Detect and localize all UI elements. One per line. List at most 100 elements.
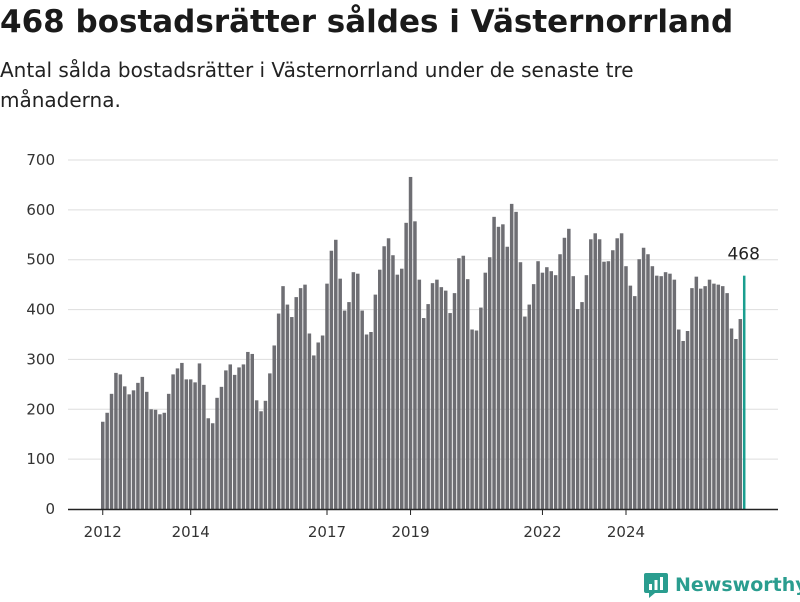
bar	[373, 294, 378, 509]
bar	[334, 239, 338, 509]
bar	[408, 176, 413, 510]
y-tick-label: 200	[26, 400, 55, 418]
bar	[268, 373, 272, 509]
bar	[663, 272, 668, 509]
bar	[650, 266, 655, 509]
bar	[369, 332, 373, 509]
bar	[122, 386, 127, 509]
bar	[114, 372, 118, 509]
bar	[281, 286, 285, 509]
bar	[553, 275, 558, 509]
bar	[545, 267, 549, 509]
bar	[421, 318, 426, 509]
x-axis: 2012 2014 2017 2019 2022 2024	[68, 508, 778, 541]
bar	[483, 272, 488, 509]
bar	[734, 338, 738, 509]
bar	[347, 302, 351, 509]
bar	[606, 261, 611, 509]
bar	[136, 382, 140, 509]
bar	[276, 313, 281, 509]
bar	[523, 316, 527, 509]
bar	[426, 304, 430, 509]
bar	[360, 310, 364, 509]
bar	[549, 271, 553, 509]
bar	[738, 319, 743, 509]
bar	[246, 351, 250, 509]
bar	[382, 246, 386, 509]
bar	[162, 412, 167, 509]
bar	[677, 329, 681, 509]
bar	[646, 254, 650, 509]
chart-subtitle: Antal sålda bostadsrätter i Västernorrla…	[0, 58, 634, 112]
bar	[316, 342, 320, 509]
bar	[184, 379, 189, 509]
y-tick-label: 500	[26, 251, 55, 269]
bar	[342, 310, 347, 509]
bar-highlight	[742, 275, 746, 509]
bar	[611, 250, 615, 509]
bar	[175, 368, 180, 509]
bar	[312, 355, 316, 509]
bar	[105, 412, 109, 509]
bar	[338, 278, 342, 509]
bar	[698, 288, 703, 509]
x-tick-label: 2019	[391, 523, 429, 541]
bar	[228, 364, 233, 509]
bar	[479, 307, 483, 509]
x-tick-label: 2012	[84, 523, 122, 541]
bar	[224, 370, 228, 509]
bar	[356, 273, 360, 509]
bar	[527, 304, 532, 509]
bar	[263, 400, 268, 509]
bar	[501, 224, 505, 509]
bar	[558, 254, 562, 509]
bar	[210, 423, 215, 509]
bar	[659, 276, 663, 509]
bar	[395, 274, 400, 509]
bar	[624, 266, 628, 509]
bar	[180, 362, 184, 509]
bar	[298, 288, 303, 509]
bar	[197, 363, 202, 509]
bar	[215, 397, 219, 509]
bar	[443, 290, 448, 509]
bar	[474, 330, 479, 509]
bar	[496, 226, 501, 509]
bar	[241, 364, 246, 509]
bar	[193, 382, 197, 509]
bar	[729, 328, 734, 509]
bar	[237, 367, 241, 509]
bar	[188, 379, 193, 509]
y-tick-label: 100	[26, 450, 55, 468]
chart-title: 468 bostadsrätter såldes i Västernorrlan…	[0, 4, 734, 40]
bar	[171, 374, 175, 509]
bar	[562, 237, 567, 509]
bar	[518, 262, 523, 509]
bar	[619, 233, 624, 510]
bar	[378, 269, 382, 509]
bar	[101, 421, 105, 509]
bar	[232, 374, 237, 509]
bar	[457, 258, 461, 509]
bar	[417, 279, 422, 509]
bar	[144, 391, 149, 509]
y-tick-label: 0	[45, 500, 55, 518]
bar	[514, 211, 518, 509]
y-tick-label: 300	[26, 350, 55, 368]
y-tick-label: 400	[26, 301, 55, 319]
bar	[641, 247, 646, 509]
bar	[285, 304, 290, 509]
y-tick-label: 700	[26, 151, 55, 169]
bar	[690, 288, 694, 509]
bar	[404, 222, 408, 509]
bar	[655, 275, 659, 509]
bar	[628, 285, 633, 509]
bar	[703, 286, 707, 509]
bar	[272, 345, 276, 509]
bar	[320, 335, 325, 509]
bar	[202, 384, 206, 509]
bar	[575, 309, 580, 509]
x-tick-label: 2022	[523, 523, 561, 541]
bar	[109, 393, 114, 509]
